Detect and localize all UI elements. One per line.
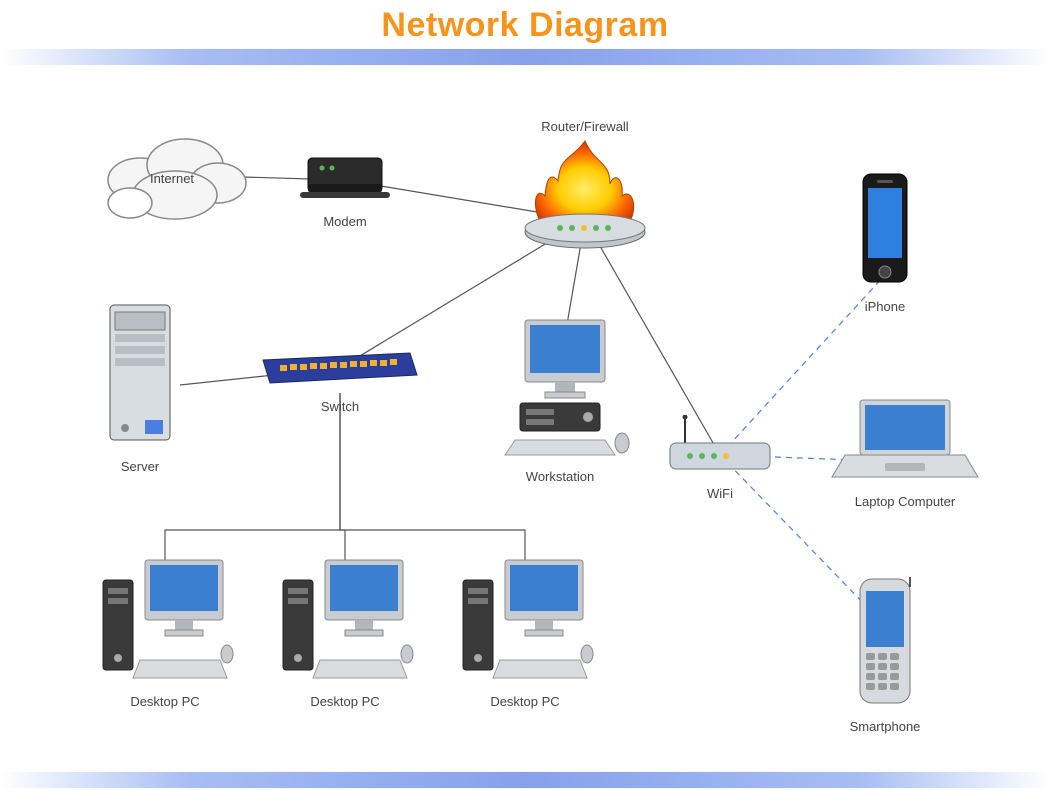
- node-firewall: Router/Firewall: [510, 115, 660, 261]
- wifi-icon: [660, 415, 780, 477]
- workstation-icon: [490, 315, 630, 460]
- desktop-pc-icon: [95, 550, 235, 685]
- firewall-label: Router/Firewall: [510, 119, 660, 134]
- firewall-icon: [510, 136, 660, 256]
- server-label: Server: [85, 459, 195, 474]
- cloud-icon: Internet: [90, 125, 260, 225]
- desktop-pc-3-label: Desktop PC: [455, 694, 595, 709]
- workstation-label: Workstation: [490, 469, 630, 484]
- wifi-label: WiFi: [660, 486, 780, 501]
- node-desktop-pc-3: Desktop PC: [455, 550, 595, 709]
- page-title: Network Diagram: [0, 6, 1050, 45]
- switch-label: Switch: [255, 399, 425, 414]
- desktop-pc-1-label: Desktop PC: [95, 694, 235, 709]
- desktop-pc-icon: [275, 550, 415, 685]
- smartphone-icon: [840, 575, 930, 710]
- header-band: [0, 49, 1050, 65]
- node-iphone: iPhone: [845, 170, 925, 314]
- node-server: Server: [85, 300, 195, 474]
- iphone-label: iPhone: [845, 299, 925, 314]
- desktop-pc-2-label: Desktop PC: [275, 694, 415, 709]
- laptop-icon: [830, 395, 980, 485]
- desktop-pc-icon: [455, 550, 595, 685]
- node-desktop-pc-2: Desktop PC: [275, 550, 415, 709]
- node-internet: Internet: [90, 125, 260, 230]
- switch-icon: [255, 345, 425, 390]
- iphone-icon: [845, 170, 925, 290]
- node-desktop-pc-1: Desktop PC: [95, 550, 235, 709]
- modem-icon: [290, 150, 400, 205]
- node-modem: Modem: [290, 150, 400, 229]
- smartphone-label: Smartphone: [840, 719, 930, 734]
- laptop-label: Laptop Computer: [830, 494, 980, 509]
- modem-label: Modem: [290, 214, 400, 229]
- server-icon: [85, 300, 195, 450]
- node-workstation: Workstation: [490, 315, 630, 484]
- node-wifi: WiFi: [660, 415, 780, 501]
- node-smartphone: Smartphone: [840, 575, 930, 734]
- diagram-canvas: Internet Modem Router/Firewall: [0, 65, 1050, 765]
- node-laptop: Laptop Computer: [830, 395, 980, 509]
- footer-band: [0, 772, 1050, 788]
- internet-label: Internet: [150, 171, 194, 186]
- node-switch: Switch: [255, 345, 425, 414]
